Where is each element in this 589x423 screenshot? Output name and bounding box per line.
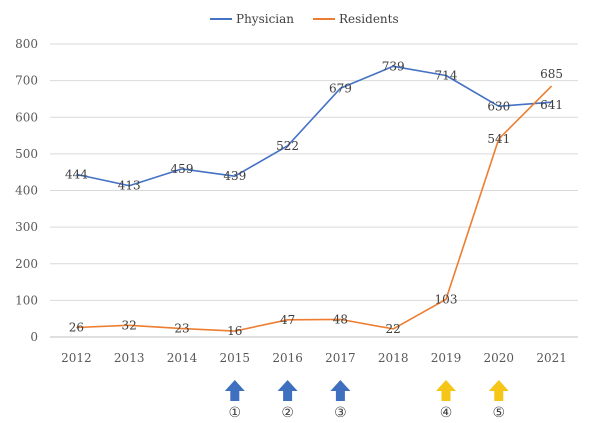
- data-label: 22: [386, 322, 401, 336]
- gridlines: [50, 43, 578, 338]
- y-tick-label: 200: [15, 257, 38, 271]
- y-tick-label: 100: [15, 293, 38, 307]
- series-lines: [76, 65, 553, 332]
- data-label: 32: [122, 318, 137, 332]
- data-label: 541: [487, 132, 510, 146]
- data-label: 26: [69, 320, 84, 334]
- data-label: 459: [171, 162, 194, 176]
- data-label: 630: [487, 99, 510, 113]
- policy-markers: ① ② ③ ④ ⑤: [224, 380, 509, 421]
- x-tick-label: 2020: [484, 351, 515, 365]
- data-label: 641: [540, 98, 563, 112]
- legend: Physician Residents: [210, 12, 399, 26]
- y-axis: 0 100 200 300 400 500 600 700 800: [15, 37, 38, 344]
- y-tick-label: 400: [15, 184, 38, 198]
- x-tick-label: 2018: [378, 351, 409, 365]
- series-line-physician: [76, 65, 552, 187]
- marker-label: ⑤: [493, 405, 506, 421]
- x-tick-label: 2015: [220, 351, 251, 365]
- data-label: 48: [333, 312, 348, 326]
- marker-label: ④: [440, 405, 453, 421]
- x-axis: 2012 2013 2014 2015 2016 2017 2018 2019 2020 2021: [61, 351, 567, 365]
- marker-label: ①: [229, 405, 242, 421]
- y-tick-label: 300: [15, 220, 38, 234]
- x-tick-label: 2012: [61, 351, 92, 365]
- x-tick-label: 2019: [431, 351, 462, 365]
- x-tick-label: 2017: [325, 351, 356, 365]
- y-tick-label: 0: [30, 330, 38, 344]
- x-tick-label: 2014: [167, 351, 198, 365]
- data-label: 685: [540, 67, 563, 81]
- y-tick-label: 500: [15, 147, 38, 161]
- data-label: 103: [435, 292, 458, 306]
- data-labels: 444 413 459 439 522 679 739 714 630 641 26 32 23 16 47…: [65, 59, 563, 338]
- up-arrow-icon: [330, 380, 351, 401]
- legend-label-residents: Residents: [339, 12, 399, 26]
- legend-label-physician: Physician: [236, 12, 294, 26]
- data-label: 739: [382, 59, 405, 73]
- x-tick-label: 2013: [114, 351, 145, 365]
- up-arrow-icon: [277, 380, 298, 401]
- data-label: 679: [329, 81, 352, 95]
- x-tick-label: 2021: [536, 351, 567, 365]
- up-arrow-icon: [224, 380, 245, 401]
- series-line-residents: [76, 85, 553, 332]
- data-label: 16: [227, 324, 242, 338]
- y-tick-label: 600: [15, 110, 38, 124]
- marker-label: ③: [334, 405, 347, 421]
- up-arrow-icon: [436, 380, 456, 401]
- up-arrow-icon: [488, 380, 509, 401]
- marker-label: ②: [281, 405, 294, 421]
- data-label: 444: [65, 167, 88, 181]
- data-label: 413: [118, 179, 141, 193]
- data-label: 23: [174, 322, 189, 336]
- data-label: 522: [276, 139, 299, 153]
- data-label: 439: [223, 169, 246, 183]
- data-label: 714: [435, 68, 458, 82]
- data-label: 47: [280, 313, 295, 327]
- y-tick-label: 800: [15, 37, 38, 51]
- y-tick-label: 700: [15, 74, 38, 88]
- x-tick-label: 2016: [272, 351, 303, 365]
